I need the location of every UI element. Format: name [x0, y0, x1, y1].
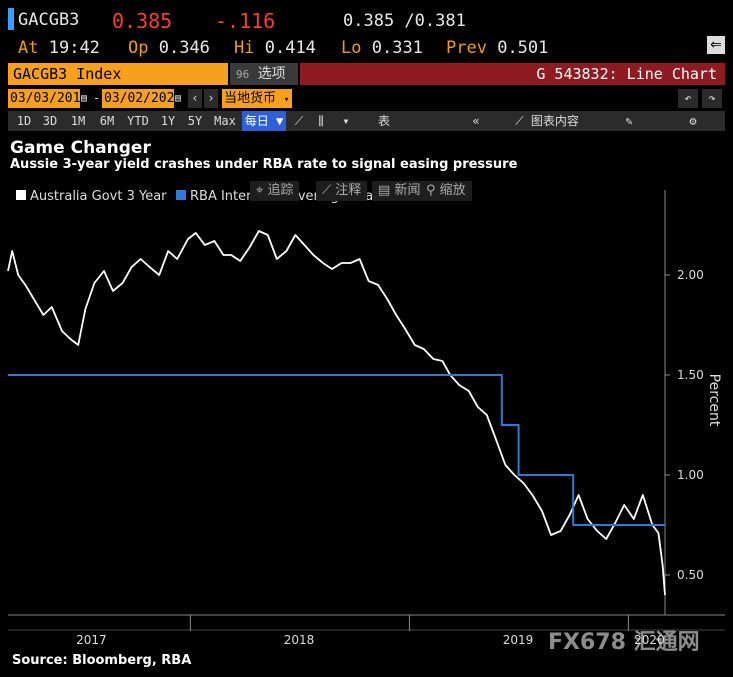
x-tick-label: 2019 [503, 633, 534, 647]
news-label: 新闻 [394, 183, 421, 198]
open-value: 0.346 [158, 38, 210, 58]
x-tick-label: 2020 [634, 633, 665, 647]
source-note: Source: Bloomberg, RBA [12, 653, 192, 668]
search-icon: ⚲ [426, 183, 436, 198]
watermark: FX678 汇通网 [548, 630, 700, 655]
news-icon: ▤ [378, 183, 391, 198]
period-1m[interactable]: 1M [65, 111, 91, 131]
legend-swatch [176, 190, 186, 200]
series-line-yield [7, 230, 666, 596]
period-1d[interactable]: 1D [12, 111, 36, 131]
high-value: 0.414 [264, 38, 316, 58]
legend-swatch [16, 190, 26, 200]
function-label: G 543832: Line Chart [536, 65, 717, 83]
annotate-label: 图表内容 [530, 114, 579, 128]
track-label: 追踪 [267, 183, 294, 198]
quote-row-2: At 19:42 [18, 38, 100, 58]
legend-yield-label: Australia Govt 3 Year [30, 189, 167, 204]
currency-label: 当地货币 [224, 91, 277, 106]
quote-last: 0.385 [112, 9, 173, 33]
quote-ticker: GACGB3 [18, 10, 80, 30]
low-value: 0.331 [371, 38, 423, 58]
annotation-icon: ⟋ [322, 183, 332, 198]
track-button[interactable]: ⌖ 追踪 [250, 181, 300, 201]
undo-icon[interactable]: ↶ [678, 89, 698, 108]
high-field: Hi 0.414 [234, 38, 316, 58]
calendar-icon[interactable]: ▤ [175, 93, 182, 104]
prev-label: Prev [446, 38, 487, 58]
period-ytd[interactable]: YTD [124, 111, 152, 131]
edit-icon[interactable]: ✎ [620, 111, 638, 131]
chevron-down-icon[interactable]: ▾ [336, 111, 356, 131]
at-label: At [18, 38, 39, 58]
end-date-field[interactable]: 03/02/2020 [102, 89, 183, 108]
period-5y[interactable]: 5Y [183, 111, 207, 131]
collapse-icon[interactable]: « [466, 111, 486, 131]
frequency-select[interactable]: 每日 ▼ [242, 111, 286, 131]
currency-select[interactable]: 当地货币 ▾ [222, 89, 292, 108]
period-6m[interactable]: 6M [94, 111, 120, 131]
options-label: 选项 [257, 66, 286, 82]
series-line-rba [8, 374, 665, 526]
frequency-label: 每日 [244, 114, 269, 128]
y-tick-label: 0.50 [677, 568, 704, 582]
zoom-label: 缩放 [439, 183, 466, 198]
at-value: 19:42 [48, 38, 100, 58]
crosshair-icon: ⌖ [256, 183, 264, 198]
chevron-down-icon: ▼ [276, 114, 284, 128]
news-button[interactable]: ▤ 新闻 [372, 181, 427, 201]
prev-field: Prev 0.501 [446, 38, 548, 58]
prev-value: 0.501 [497, 38, 549, 58]
quote-change: -.116 [215, 9, 276, 33]
options-prefix: 96 [236, 68, 250, 81]
calendar-icon[interactable]: ▤ [81, 93, 88, 104]
chart-title: Game Changer [10, 138, 151, 158]
annotation-button[interactable]: ⟋ 注释 [316, 181, 368, 201]
chart-content-icon: ⟋ [515, 114, 524, 128]
annotate-button[interactable]: ⟋ 图表内容 [510, 111, 584, 131]
line-chart-icon[interactable]: ⟋ [290, 111, 308, 131]
annotation-label: 注释 [335, 183, 362, 198]
table-button[interactable]: 表 [372, 111, 396, 131]
period-3d[interactable]: 3D [38, 111, 62, 131]
prev-period-button[interactable]: ‹ [188, 89, 202, 108]
start-date-field[interactable]: 03/03/2017 [8, 89, 89, 108]
low-label: Lo [341, 38, 362, 58]
y-tick-label: 2.00 [677, 268, 704, 282]
redo-icon[interactable]: ↷ [702, 89, 722, 108]
high-label: Hi [234, 38, 255, 58]
export-icon[interactable]: ⇐ [707, 36, 725, 54]
open-label: Op [128, 38, 149, 58]
y-tick-label: 1.50 [677, 368, 704, 382]
low-field: Lo 0.331 [341, 38, 423, 58]
quote-row-1: GACGB3 [18, 10, 79, 30]
date-separator: - [93, 91, 101, 105]
period-max[interactable]: Max [211, 111, 239, 131]
bar-chart-icon[interactable]: ⫼ [312, 111, 330, 131]
function-bar: G 543832: Line Chart [300, 63, 725, 85]
x-tick-label: 2017 [76, 633, 107, 647]
zoom-button[interactable]: ⚲ 缩放 [420, 181, 472, 201]
chevron-down-icon: ▾ [283, 95, 290, 105]
legend-yield: Australia Govt 3 Year [16, 189, 167, 204]
period-1y[interactable]: 1Y [156, 111, 180, 131]
y-tick-label: 1.00 [677, 468, 704, 482]
chart-subtitle: Aussie 3-year yield crashes under RBA ra… [10, 157, 518, 172]
next-period-button[interactable]: › [204, 89, 218, 108]
gear-icon[interactable]: ⚙ [684, 111, 702, 131]
x-tick-label: 2018 [284, 633, 315, 647]
ticker-marker [8, 8, 14, 30]
open-field: Op 0.346 [128, 38, 210, 58]
security-field[interactable]: GACGB3 Index [8, 63, 228, 85]
y-axis-label: Percent [706, 374, 722, 427]
quote-bid-ask: 0.385 /0.381 [343, 11, 466, 31]
